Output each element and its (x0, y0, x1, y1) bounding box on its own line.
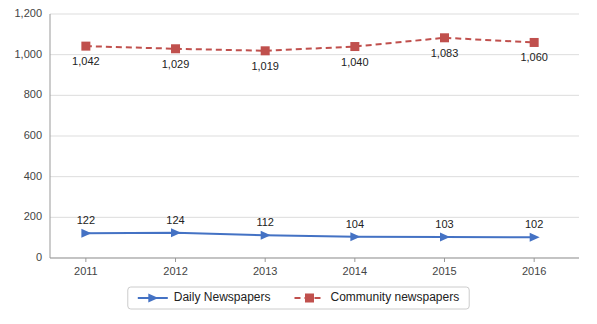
y-tick-label: 200 (24, 210, 42, 222)
point (261, 46, 270, 55)
point (440, 33, 449, 42)
grid-line (50, 258, 579, 259)
data-label: 124 (166, 214, 184, 226)
grid-line (50, 217, 579, 218)
point (530, 233, 540, 242)
x-axis: 2011 2012 2013 2014 2015 2016 (50, 258, 579, 277)
y-tick-label: 1,200 (14, 7, 42, 19)
data-label: 104 (346, 218, 364, 230)
x-tick (85, 258, 86, 262)
y-tick-label: 1,000 (14, 48, 42, 60)
data-labels: 122 124 112 104 103 102 1,042 1,029 1,019 1,040 1,… (72, 47, 548, 230)
grid-line (50, 136, 579, 137)
x-tick-label: 2013 (253, 265, 277, 277)
point (81, 229, 91, 238)
data-label: 1,042 (72, 55, 100, 67)
x-tick (354, 258, 355, 262)
y-tick-label: 800 (24, 88, 42, 100)
legend-marker (305, 294, 314, 303)
x-axis-line (50, 258, 579, 259)
x-tick-label: 2015 (432, 265, 456, 277)
point (81, 42, 90, 51)
y-axis: 0 200 400 600 800 1,000 1,200 (14, 7, 50, 263)
data-label: 1,029 (162, 58, 190, 70)
x-tick (444, 258, 445, 262)
x-tick (265, 258, 266, 262)
legend-marker (148, 294, 158, 303)
data-label: 1,060 (520, 51, 548, 63)
grid (50, 14, 579, 258)
y-tick-label: 600 (24, 129, 42, 141)
x-tick (534, 258, 535, 262)
point (350, 42, 359, 51)
x-tick (175, 258, 176, 262)
chart-svg: 02004006008001,0001,20020112012201320142… (0, 0, 597, 324)
x-tick-label: 2016 (522, 265, 546, 277)
grid-line (50, 176, 579, 177)
y-axis-line (50, 14, 51, 258)
grid-line (50, 95, 579, 96)
point (261, 231, 271, 240)
point (171, 228, 181, 237)
legend-box (128, 287, 469, 309)
data-label: 122 (77, 214, 95, 226)
marks (81, 33, 539, 241)
data-label: 102 (525, 218, 543, 230)
legend-label: Community newspapers (330, 290, 459, 304)
point (171, 44, 180, 53)
grid-line (50, 54, 579, 55)
y-tick-label: 400 (24, 170, 42, 182)
legend-label: Daily Newspapers (174, 290, 271, 304)
data-label: 1,019 (251, 60, 279, 72)
data-label: 1,083 (431, 47, 459, 59)
x-tick-label: 2011 (74, 265, 98, 277)
point (350, 232, 360, 241)
grid-line (50, 14, 579, 15)
chart: 02004006008001,0001,20020112012201320142… (0, 0, 597, 324)
x-tick-label: 2012 (163, 265, 187, 277)
y-tick-label: 0 (36, 251, 42, 263)
legend: Daily Newspapers Community newspapers (128, 287, 469, 309)
data-label: 103 (435, 218, 453, 230)
point (440, 233, 450, 242)
series-line (86, 233, 534, 237)
point (530, 38, 539, 47)
data-label: 112 (256, 216, 274, 228)
x-tick-label: 2014 (343, 265, 367, 277)
data-label: 1,040 (341, 56, 369, 68)
series-line (86, 38, 534, 51)
